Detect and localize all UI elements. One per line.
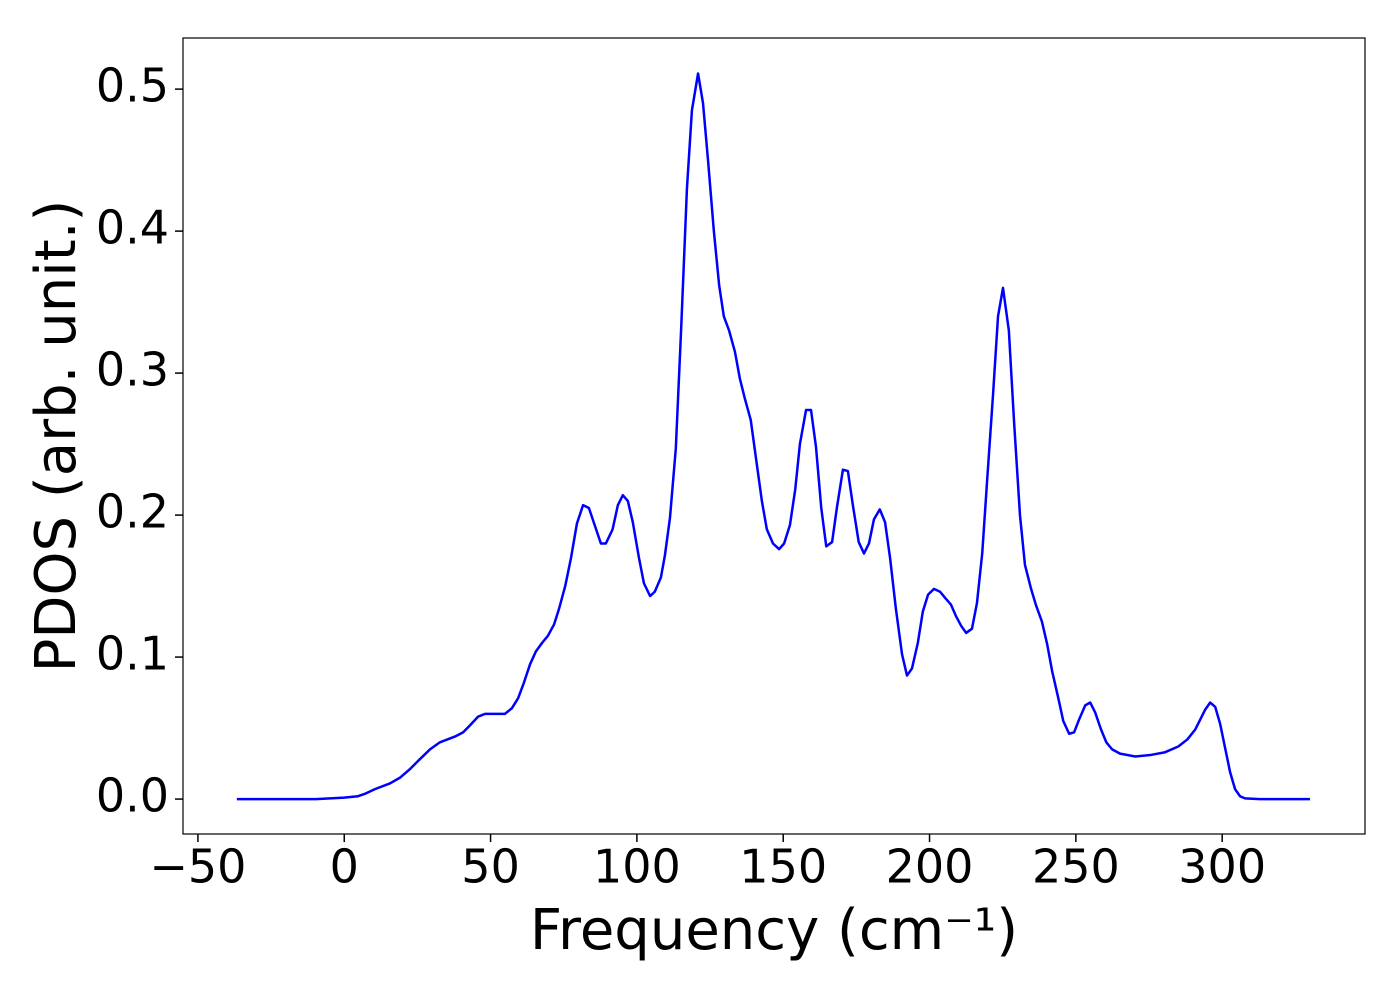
y-tick-label: 0.5 (96, 59, 169, 113)
x-tick-label: 300 (1178, 840, 1266, 894)
x-tick-label: 50 (461, 840, 520, 894)
x-axis-label: Frequency (cm⁻¹) (530, 898, 1018, 963)
x-tick-label: 100 (593, 840, 681, 894)
y-tick-label: 0.0 (96, 769, 169, 823)
y-tick-label: 0.1 (96, 627, 169, 681)
y-tick-label: 0.3 (96, 343, 169, 397)
data-line (236, 72, 1310, 801)
y-tick-label: 0.2 (96, 485, 169, 539)
x-tick-label: 200 (886, 840, 974, 894)
x-tick-label: −50 (149, 840, 246, 894)
x-tick-label: 250 (1032, 840, 1120, 894)
y-axis-label: PDOS (arb. unit.) (24, 200, 89, 673)
plot-frame (182, 37, 1366, 835)
x-tick-label: 0 (330, 840, 359, 894)
x-tick-label: 150 (739, 840, 827, 894)
y-tick-label: 0.4 (96, 201, 169, 255)
